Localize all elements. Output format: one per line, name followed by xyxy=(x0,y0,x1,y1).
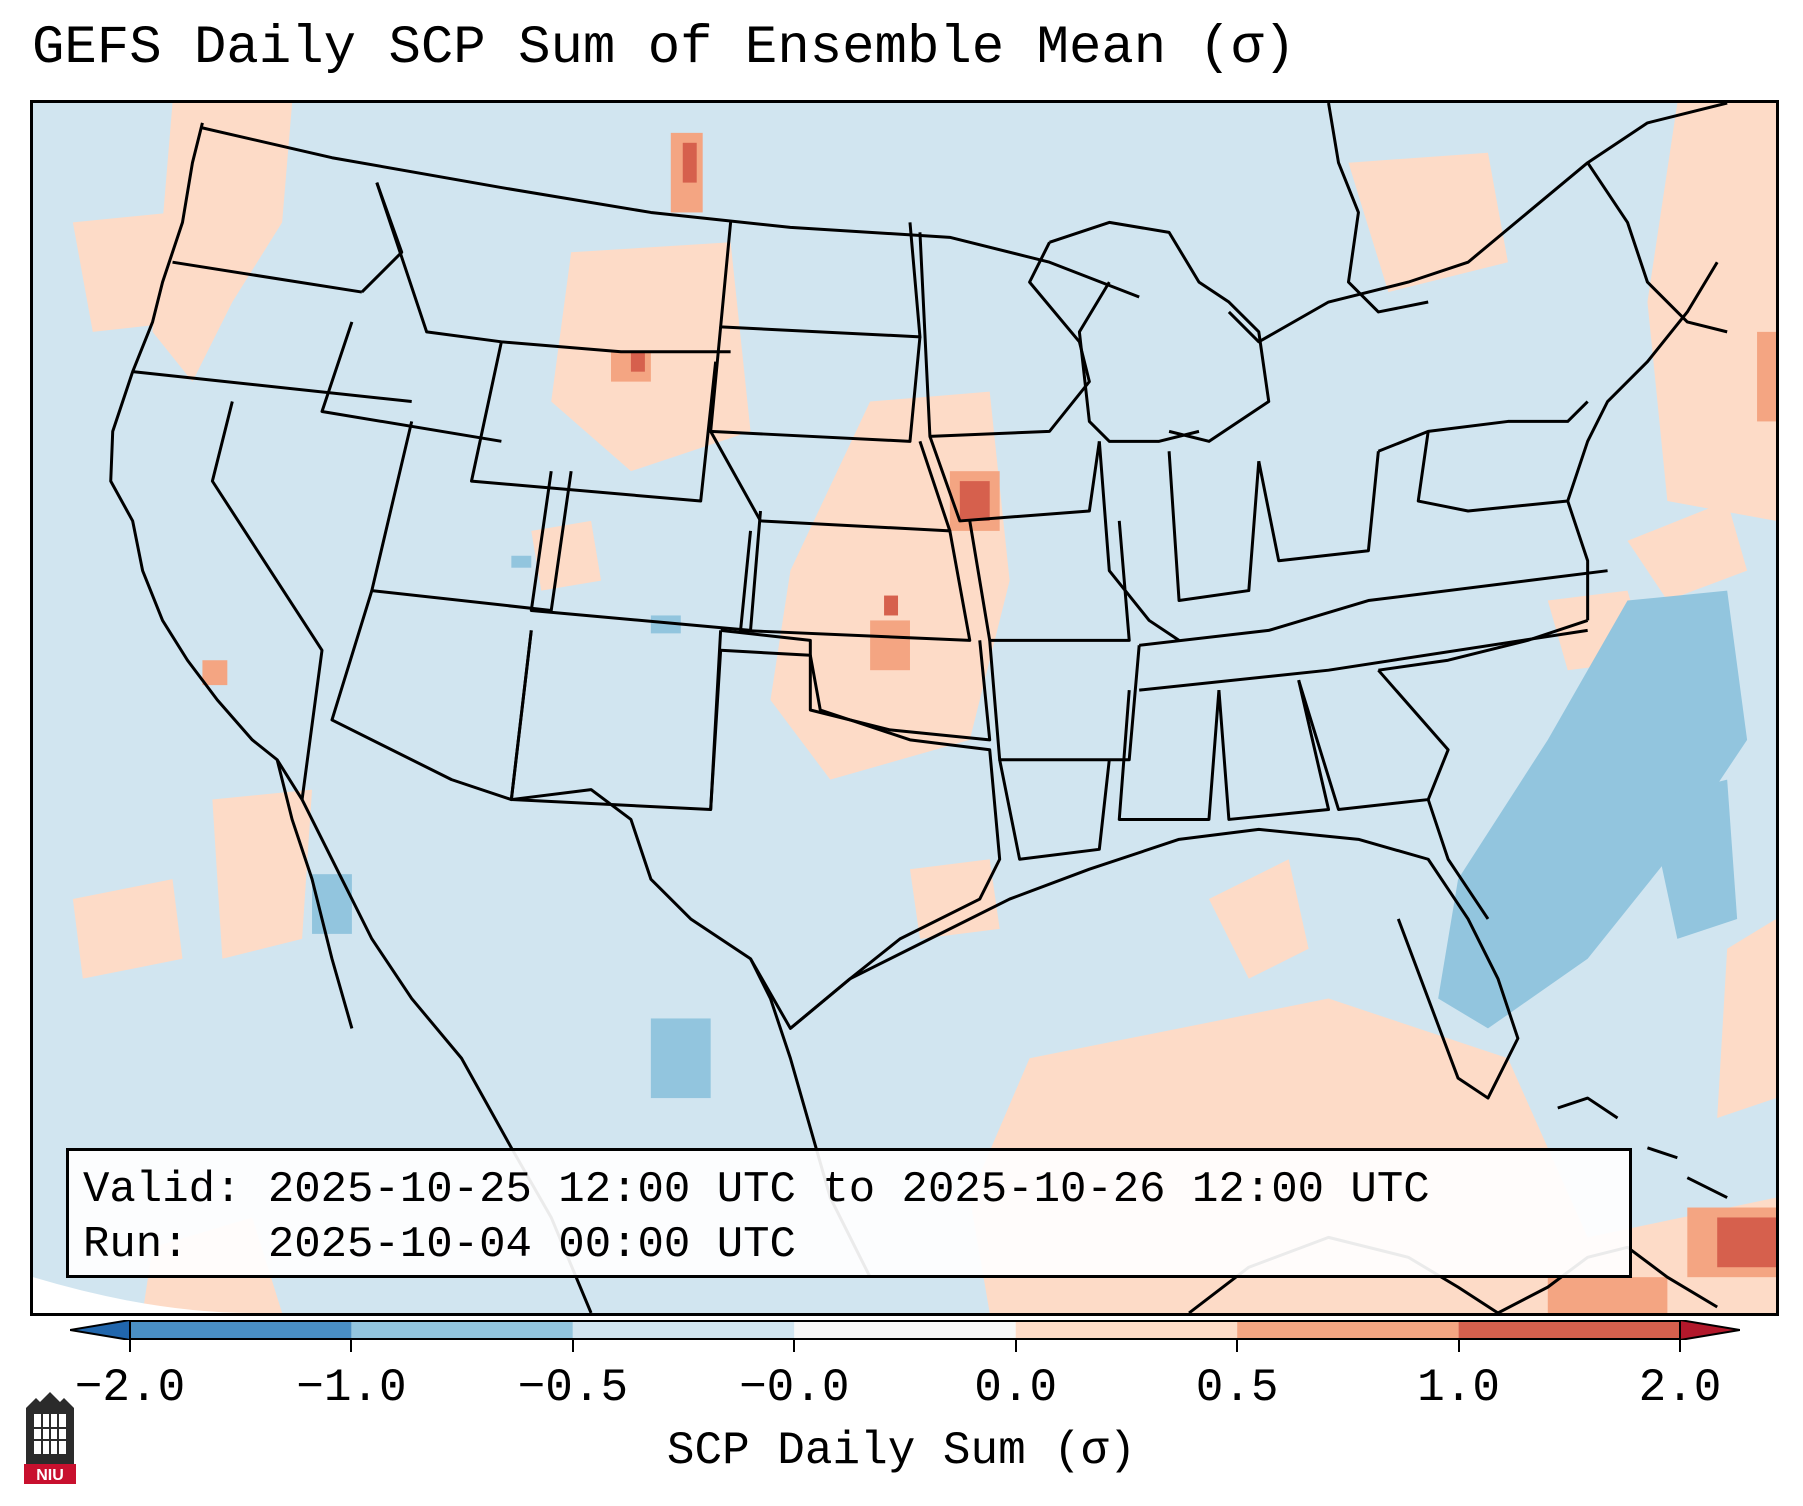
colorbar-tick-label: −0.5 xyxy=(517,1362,629,1414)
valid-run-info-box: Valid: 2025-10-25 12:00 UTC to 2025-10-2… xyxy=(66,1148,1632,1278)
colorbar-tick-label: 0.0 xyxy=(974,1362,1058,1414)
negative-anomaly-regions xyxy=(312,555,1748,1099)
run-time: 2025-10-04 00:00 UTC xyxy=(267,1220,796,1270)
colorbar-bin-4 xyxy=(1015,1320,1238,1340)
colorbar-over-triangle xyxy=(1679,1320,1740,1340)
colorbar-bin-2 xyxy=(572,1320,795,1340)
colorbar-tick-mark xyxy=(350,1340,353,1352)
chart-title: GEFS Daily SCP Sum of Ensemble Mean (σ) xyxy=(32,18,1296,79)
colorbar-under-triangle xyxy=(70,1320,131,1340)
colorbar-bin-5 xyxy=(1237,1320,1459,1340)
niu-logo-text: NIU xyxy=(36,1467,64,1484)
strong-anomaly-regions xyxy=(630,142,1776,1268)
niu-logo: NIU xyxy=(24,1392,76,1484)
colorbar-tick-mark xyxy=(793,1340,796,1352)
colorbar-tick-mark xyxy=(1236,1340,1239,1352)
colorbar-tick-label: 2.0 xyxy=(1638,1362,1722,1414)
colorbar-bin-3 xyxy=(794,1320,1016,1340)
map-panel xyxy=(30,100,1779,1316)
colorbar-tick-mark xyxy=(1014,1340,1017,1352)
colorbar-bin-1 xyxy=(351,1320,573,1340)
colorbar-tick-mark xyxy=(129,1340,131,1352)
colorbar xyxy=(70,1320,1740,1340)
colorbar-bin-6 xyxy=(1458,1320,1680,1340)
colorbar-tick-mark xyxy=(1679,1340,1681,1352)
colorbar-tick-label: 1.0 xyxy=(1417,1362,1500,1414)
colorbar-bin-0 xyxy=(130,1320,352,1340)
valid-label: Valid: xyxy=(83,1165,242,1215)
map-boundaries xyxy=(109,103,1728,1313)
colorbar-tick-mark xyxy=(571,1340,574,1352)
conus-map xyxy=(33,103,1776,1313)
run-label: Run: xyxy=(83,1220,189,1270)
valid-time-range: 2025-10-25 12:00 UTC to 2025-10-26 12:00… xyxy=(267,1165,1430,1215)
colorbar-tick-label: −2.0 xyxy=(74,1362,186,1414)
colorbar-label: SCP Daily Sum (σ) xyxy=(666,1425,1137,1477)
colorbar-tick-mark xyxy=(1457,1340,1460,1352)
colorbar-tick-label: −0.0 xyxy=(739,1362,850,1414)
colorbar-tick-label: −1.0 xyxy=(296,1362,407,1414)
colorbar-tick-label: 0.5 xyxy=(1195,1362,1279,1414)
